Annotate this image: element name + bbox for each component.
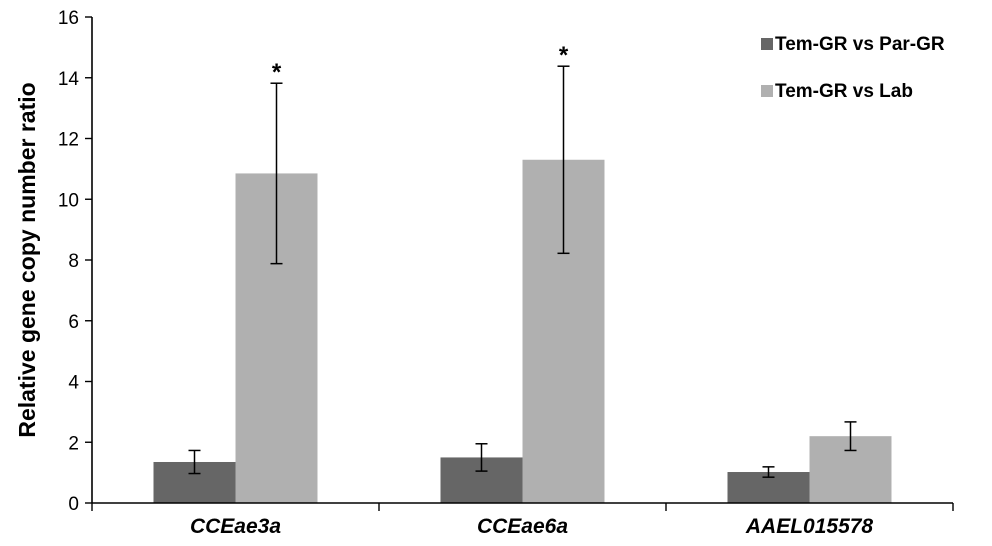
y-tick-label: 14 <box>58 69 80 90</box>
y-tick-label: 4 <box>68 373 79 394</box>
legend-swatch <box>761 85 773 97</box>
category-labels: CCEae3a CCEae6a AAEL015578 <box>190 515 873 538</box>
significance-marker: * <box>559 42 569 69</box>
y-axis-label: Relative gene copy number ratio <box>14 82 40 437</box>
y-tick-label: 6 <box>68 312 79 333</box>
significance-annotations: ** <box>272 42 569 86</box>
y-axis-ticks: 0 2 4 6 8 10 12 14 16 <box>58 8 92 515</box>
y-tick-label: 0 <box>68 494 79 515</box>
category-label: CCEae6a <box>477 515 568 538</box>
error-bars <box>188 65 857 478</box>
legend-swatch <box>761 38 773 50</box>
category-label: CCEae3a <box>190 515 281 538</box>
y-tick-label: 2 <box>68 433 79 454</box>
legend: Tem-GR vs Par-GR Tem-GR vs Lab <box>761 34 945 102</box>
significance-marker: * <box>272 59 282 86</box>
x-axis-ticks <box>91 503 954 511</box>
legend-label: Tem-GR vs Par-GR <box>775 34 945 55</box>
y-tick-label: 8 <box>68 251 79 272</box>
bars <box>153 159 892 503</box>
category-label: AAEL015578 <box>745 515 874 538</box>
y-tick-label: 16 <box>58 8 79 29</box>
y-tick-label: 10 <box>58 190 79 211</box>
y-tick-label: 12 <box>58 130 79 151</box>
legend-label: Tem-GR vs Lab <box>775 81 913 102</box>
